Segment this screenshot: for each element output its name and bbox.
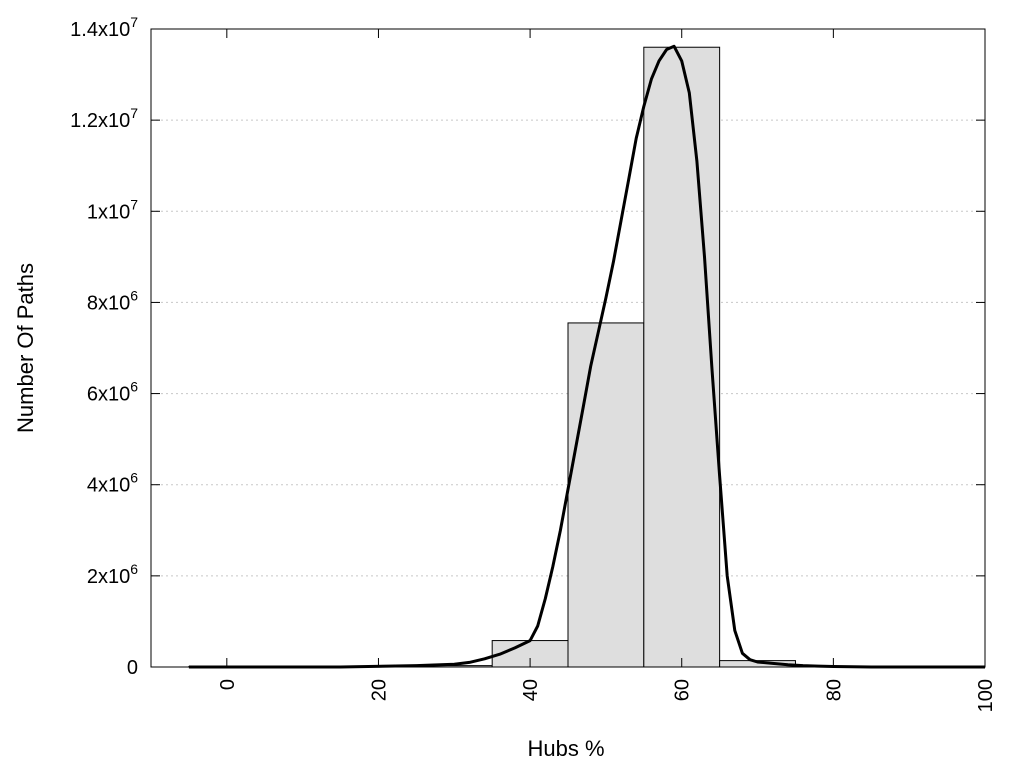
plot-frame — [150, 28, 986, 668]
y-tick-label: 0 — [127, 657, 138, 679]
x-tick-label: 20 — [368, 679, 390, 701]
y-tick-label: 1x107 — [87, 196, 138, 223]
x-tick-label: 60 — [672, 679, 694, 701]
y-tick-label: 2x106 — [87, 561, 138, 588]
x-tick-label: 100 — [975, 679, 997, 712]
y-tick-label: 8x106 — [87, 287, 138, 314]
histogram-bar — [567, 322, 645, 668]
y-tick-label: 6x106 — [87, 379, 138, 406]
bar-series — [188, 46, 986, 668]
y-tick-label: 1.2x107 — [70, 105, 138, 132]
x-tick-label: 80 — [823, 679, 845, 701]
x-tick-label: 40 — [520, 679, 542, 701]
x-axis-title: Hubs % — [527, 736, 604, 761]
y-axis-title: Number Of Paths — [13, 263, 38, 433]
y-tick-label: 4x106 — [87, 470, 138, 497]
y-axis: 0 2x106 4x106 6x106 8x106 1x107 1.2x107 1.4x107 — [70, 14, 985, 679]
x-tick-label: 0 — [217, 679, 239, 690]
y-tick-label: 1.4x107 — [70, 14, 138, 41]
distribution-curve — [188, 44, 985, 669]
x-axis: 0 20 40 60 80 100 — [217, 29, 997, 712]
histogram-bar — [643, 46, 721, 668]
